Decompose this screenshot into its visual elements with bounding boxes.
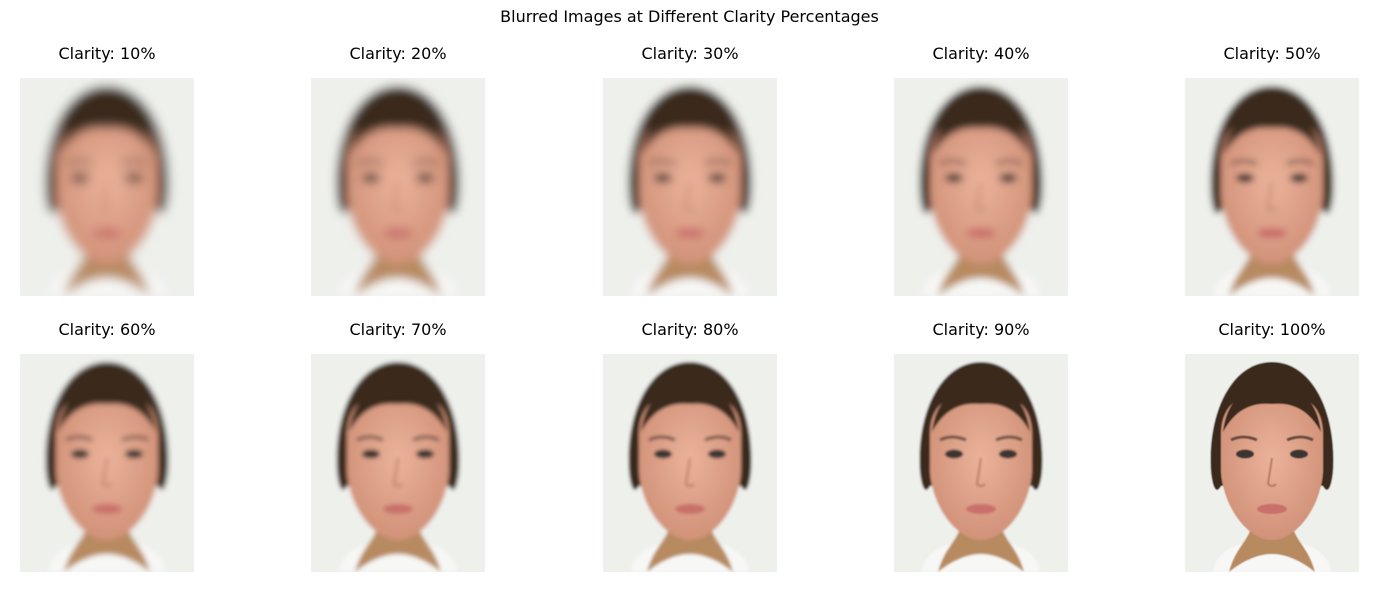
face-image xyxy=(311,354,485,572)
face-image xyxy=(20,354,194,572)
figure-title: Blurred Images at Different Clarity Perc… xyxy=(500,7,879,26)
face-image xyxy=(20,78,194,296)
panel-title: Clarity: 70% xyxy=(349,320,447,339)
face-image xyxy=(311,78,485,296)
panel-title: Clarity: 90% xyxy=(932,320,1030,339)
panel-title: Clarity: 10% xyxy=(58,44,156,63)
panel-title: Clarity: 50% xyxy=(1223,44,1321,63)
panel-title: Clarity: 100% xyxy=(1218,320,1326,339)
panel-title: Clarity: 30% xyxy=(641,44,739,63)
panel-title: Clarity: 40% xyxy=(932,44,1030,63)
face-image xyxy=(894,78,1068,296)
face-image xyxy=(1185,78,1359,296)
panel-title: Clarity: 60% xyxy=(58,320,156,339)
face-image xyxy=(894,354,1068,572)
panel-title: Clarity: 20% xyxy=(349,44,447,63)
panel-title: Clarity: 80% xyxy=(641,320,739,339)
face-image xyxy=(603,78,777,296)
face-image xyxy=(603,354,777,572)
face-image xyxy=(1185,354,1359,572)
